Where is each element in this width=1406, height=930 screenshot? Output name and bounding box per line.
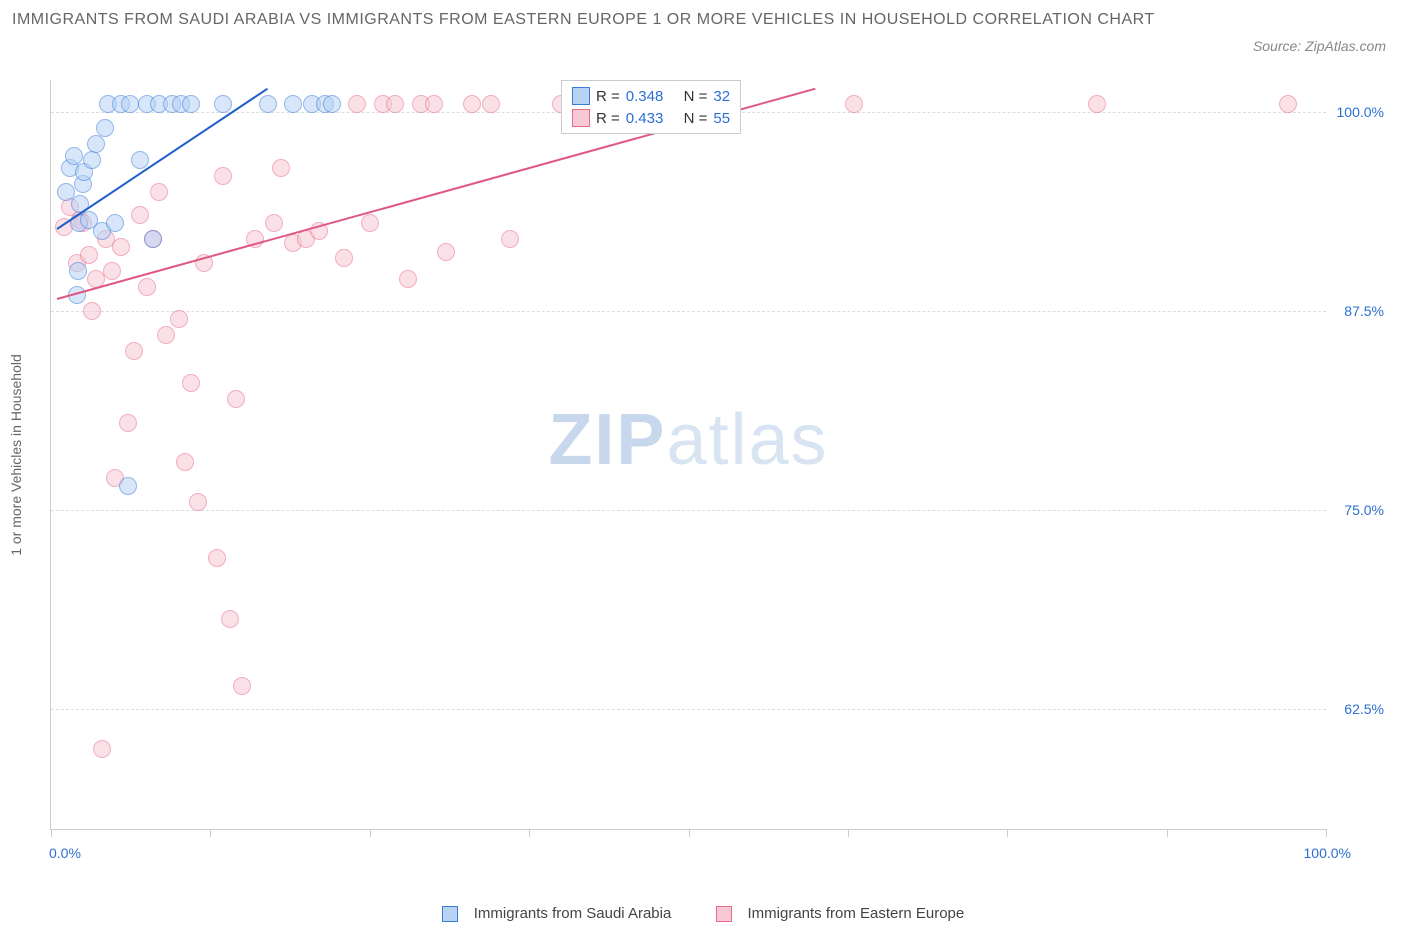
data-point	[103, 262, 121, 280]
data-point	[437, 243, 455, 261]
legend-label-saudi: Immigrants from Saudi Arabia	[474, 905, 672, 922]
data-point	[265, 214, 283, 232]
data-point	[386, 95, 404, 113]
y-tick-label: 87.5%	[1344, 303, 1384, 319]
data-point	[208, 549, 226, 567]
data-point	[69, 262, 87, 280]
data-point	[176, 453, 194, 471]
x-tick	[51, 829, 52, 837]
data-point	[182, 95, 200, 113]
data-point	[463, 95, 481, 113]
data-point	[138, 278, 156, 296]
legend-stats-box: R = 0.348 N = 32 R = 0.433 N = 55	[561, 80, 741, 134]
legend-item-eastern: Immigrants from Eastern Europe	[706, 905, 975, 922]
watermark: ZIPatlas	[548, 399, 828, 481]
data-point	[233, 677, 251, 695]
source-label: Source: ZipAtlas.com	[1253, 38, 1386, 54]
gridline	[51, 510, 1326, 511]
stats-n-value: 55	[713, 110, 730, 127]
x-tick	[210, 829, 211, 837]
stats-r-label: R =	[596, 110, 620, 127]
data-point	[106, 214, 124, 232]
stats-n-value: 32	[713, 88, 730, 105]
stats-n-label: N =	[684, 88, 708, 105]
data-point	[83, 302, 101, 320]
y-tick-label: 75.0%	[1344, 502, 1384, 518]
x-tick	[370, 829, 371, 837]
data-point	[83, 151, 101, 169]
data-point	[112, 238, 130, 256]
data-point	[284, 95, 302, 113]
data-point	[157, 326, 175, 344]
data-point	[144, 230, 162, 248]
x-axis-min-label: 0.0%	[49, 845, 81, 861]
data-point	[65, 147, 83, 165]
chart-title: IMMIGRANTS FROM SAUDI ARABIA VS IMMIGRAN…	[12, 8, 1206, 32]
data-point	[150, 183, 168, 201]
data-point	[182, 374, 200, 392]
data-point	[348, 95, 366, 113]
stats-r-label: R =	[596, 88, 620, 105]
stats-r-value: 0.348	[626, 88, 664, 105]
x-tick	[848, 829, 849, 837]
x-tick	[689, 829, 690, 837]
data-point	[1279, 95, 1297, 113]
data-point	[1088, 95, 1106, 113]
chart-area: 1 or more Vehicles in Household ZIPatlas…	[50, 80, 1386, 870]
stats-r-value: 0.433	[626, 110, 664, 127]
x-tick	[529, 829, 530, 837]
gridline	[51, 709, 1326, 710]
watermark-bold: ZIP	[548, 400, 666, 480]
data-point	[501, 230, 519, 248]
data-point	[121, 95, 139, 113]
data-point	[221, 610, 239, 628]
data-point	[189, 493, 207, 511]
bottom-legend: Immigrants from Saudi Arabia Immigrants …	[0, 905, 1406, 922]
plot: 1 or more Vehicles in Household ZIPatlas…	[50, 80, 1326, 830]
data-point	[323, 95, 341, 113]
stats-n-label: N =	[684, 110, 708, 127]
data-point	[93, 740, 111, 758]
data-point	[214, 95, 232, 113]
stats-swatch	[572, 109, 590, 127]
stats-swatch	[572, 87, 590, 105]
data-point	[80, 246, 98, 264]
data-point	[361, 214, 379, 232]
data-point	[119, 477, 137, 495]
watermark-light: atlas	[666, 400, 828, 480]
swatch-saudi	[442, 906, 458, 922]
data-point	[272, 159, 290, 177]
x-axis-max-label: 100.0%	[1304, 845, 1351, 861]
data-point	[214, 167, 232, 185]
data-point	[170, 310, 188, 328]
data-point	[131, 151, 149, 169]
x-tick	[1326, 829, 1327, 837]
legend-label-eastern: Immigrants from Eastern Europe	[748, 905, 965, 922]
data-point	[425, 95, 443, 113]
data-point	[227, 390, 245, 408]
data-point	[87, 135, 105, 153]
data-point	[96, 119, 114, 137]
data-point	[125, 342, 143, 360]
y-tick-label: 100.0%	[1337, 104, 1384, 120]
data-point	[119, 414, 137, 432]
data-point	[482, 95, 500, 113]
swatch-eastern	[716, 906, 732, 922]
data-point	[399, 270, 417, 288]
legend-item-saudi: Immigrants from Saudi Arabia	[432, 905, 686, 922]
data-point	[335, 249, 353, 267]
x-tick	[1167, 829, 1168, 837]
y-tick-label: 62.5%	[1344, 701, 1384, 717]
data-point	[131, 206, 149, 224]
data-point	[845, 95, 863, 113]
gridline	[51, 311, 1326, 312]
data-point	[259, 95, 277, 113]
x-tick	[1007, 829, 1008, 837]
y-axis-title: 1 or more Vehicles in Household	[8, 354, 24, 556]
